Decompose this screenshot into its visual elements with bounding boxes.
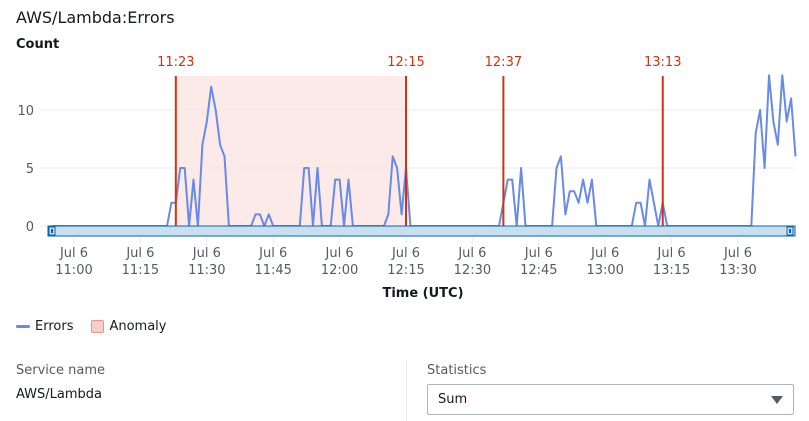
chart-title: AWS/Lambda:Errors [16,8,175,27]
x-tick-date: Jul 6 [590,246,619,261]
x-axis-ticks: Jul 6 11:00 Jul 6 11:15 Jul 6 11:30 Jul 6 11:45… [55,238,757,278]
x-tick-time: 11:30 [188,263,225,278]
y-tick-label: 5 [26,162,34,177]
x-tick-date: Jul 6 [192,246,221,261]
legend-item-errors[interactable]: Errors [16,319,73,334]
column-divider [406,360,407,421]
x-tick-date: Jul 6 [59,246,88,261]
service-name-label: Service name [16,363,106,378]
errors-series-line [51,74,797,227]
caret-down-icon [771,395,783,404]
x-tick-date: Jul 6 [657,246,686,261]
statistics-select[interactable]: Sum [427,384,794,415]
x-tick-date: Jul 6 [723,246,752,261]
x-tick-time: 13:30 [719,263,756,278]
service-name-value: AWS/Lambda [16,387,103,402]
legend-item-anomaly[interactable]: Anomaly [91,319,167,334]
anomaly-marker-label: 12:15 [387,55,424,70]
x-tick-time: 12:15 [387,263,424,278]
x-tick-time: 12:00 [321,263,358,278]
x-tick-date: Jul 6 [325,246,354,261]
anomaly-marker-label: 12:37 [485,55,522,70]
x-axis-title: Time (UTC) [382,286,463,301]
statistics-selected-value: Sum [438,392,468,407]
errors-line-swatch-icon [16,325,30,328]
x-tick-time: 11:45 [254,263,291,278]
grip-icon [789,229,791,233]
x-tick-time: 12:45 [520,263,557,278]
y-axis-ticks: 0 5 10 [17,104,34,235]
anomaly-box-swatch-icon [91,320,105,333]
y-tick-label: 10 [17,104,34,119]
anomaly-marker-label: 11:23 [157,55,194,70]
legend-anomaly-label: Anomaly [109,319,167,334]
y-tick-label: 0 [26,220,34,235]
x-tick-date: Jul 6 [524,246,553,261]
grip-icon [51,229,53,233]
scrollbar-track[interactable] [47,225,796,237]
legend-errors-label: Errors [35,319,74,334]
y-axis-unit-label: Count [16,37,60,52]
x-tick-date: Jul 6 [258,246,287,261]
anomaly-markers: 11:23 12:15 12:37 13:13 [157,55,681,226]
x-tick-time: 12:30 [454,263,491,278]
x-tick-time: 11:00 [55,263,92,278]
chart-zoom-scrollbar[interactable] [47,225,796,237]
chart-legend: Errors Anomaly [16,319,185,334]
x-tick-time: 11:15 [122,263,159,278]
anomaly-marker-label: 13:13 [644,55,681,70]
x-tick-time: 13:00 [586,263,623,278]
statistics-label: Statistics [427,363,487,378]
x-tick-date: Jul 6 [125,246,154,261]
x-tick-time: 13:15 [653,263,690,278]
x-tick-date: Jul 6 [391,246,420,261]
gridlines [40,109,795,227]
x-tick-date: Jul 6 [457,246,486,261]
